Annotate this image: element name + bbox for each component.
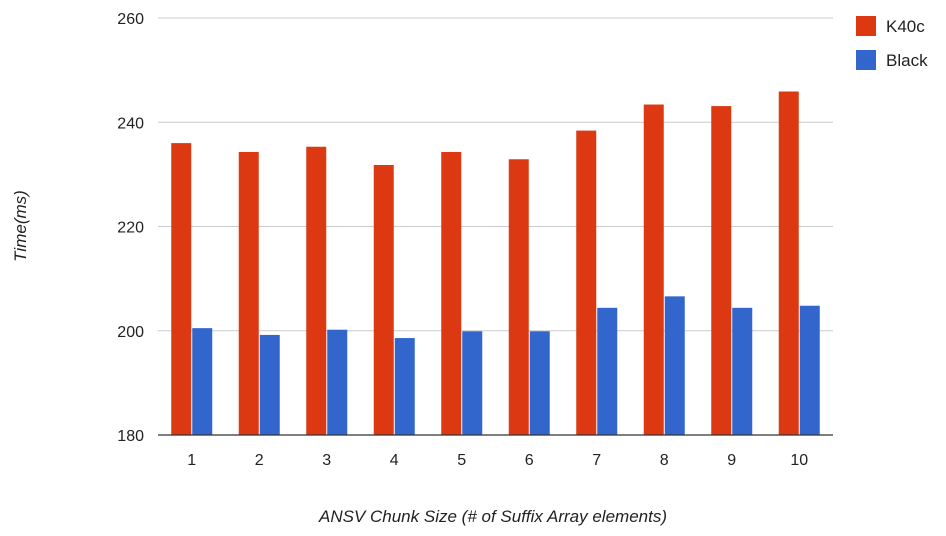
bars: [171, 91, 820, 436]
legend: K40c Black: [856, 16, 928, 70]
bar-black-1: [192, 328, 213, 435]
x-tick-label: 2: [255, 452, 264, 469]
bar-k40c-8: [643, 104, 664, 435]
x-tick-label: 8: [660, 452, 669, 469]
bar-k40c-3: [306, 146, 327, 435]
y-tick-label: 200: [117, 324, 144, 341]
legend-label-k40c: K40c: [886, 17, 925, 36]
x-tick-label: 1: [187, 452, 196, 469]
y-tick-label: 180: [117, 428, 144, 445]
legend-label-black: Black: [886, 51, 928, 70]
bar-k40c-10: [778, 91, 799, 435]
bar-k40c-4: [373, 164, 394, 435]
x-tick-label: 4: [390, 452, 399, 469]
axes: 180 200 220 240 260 1 2 3 4 5 6 7 8 9 10: [117, 11, 833, 469]
y-tick-label: 240: [117, 115, 144, 132]
x-tick-label: 10: [790, 452, 808, 469]
x-tick-label: 5: [457, 452, 466, 469]
bar-black-3: [327, 329, 348, 435]
bar-k40c-5: [441, 151, 462, 435]
bar-k40c-9: [711, 106, 732, 435]
x-tick-label: 3: [322, 452, 331, 469]
x-tick-label: 7: [592, 452, 601, 469]
bar-black-2: [259, 334, 280, 435]
bar-black-8: [664, 296, 685, 435]
bar-black-6: [529, 331, 550, 435]
bar-black-5: [462, 331, 483, 435]
x-axis-title: ANSV Chunk Size (# of Suffix Array eleme…: [318, 507, 667, 526]
bar-k40c-1: [171, 143, 192, 435]
x-tick-label: 6: [525, 452, 534, 469]
y-tick-label: 220: [117, 220, 144, 237]
bar-black-4: [394, 338, 415, 435]
y-tick-label: 260: [117, 11, 144, 28]
bar-k40c-7: [576, 130, 597, 435]
bar-black-9: [732, 307, 753, 435]
bar-k40c-6: [508, 159, 529, 436]
legend-swatch-black: [856, 50, 876, 70]
x-tick-label: 9: [727, 452, 736, 469]
gridlines: [158, 17, 833, 332]
bar-black-7: [597, 307, 618, 435]
y-axis-title: Time(ms): [11, 190, 30, 262]
bar-k40c-2: [238, 151, 259, 435]
bar-black-10: [799, 305, 820, 435]
legend-swatch-k40c: [856, 16, 876, 36]
